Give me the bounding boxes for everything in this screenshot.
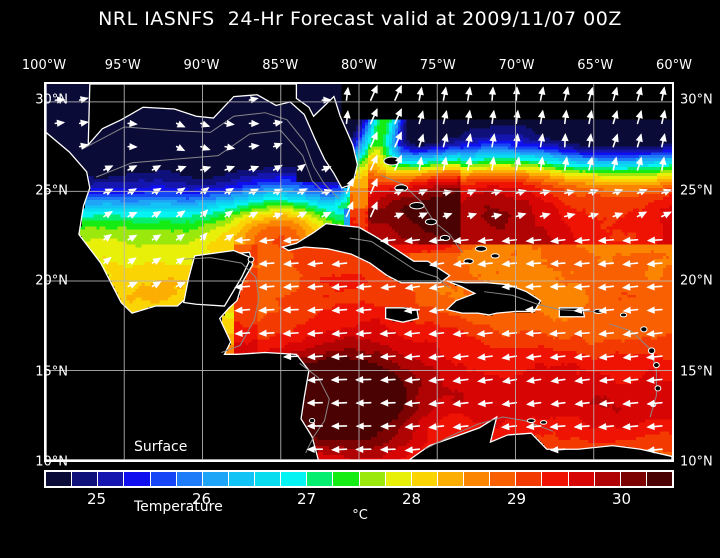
current-vector	[490, 88, 495, 100]
colorbar-blocks[interactable]	[44, 470, 674, 488]
lat-tick-right-15: 15°N	[680, 364, 713, 379]
current-vector	[442, 88, 447, 100]
map-annotation-line1: Surface	[134, 437, 223, 457]
colorbar-block-20	[569, 472, 595, 486]
current-vector	[613, 89, 618, 101]
colorbar-block-15	[438, 472, 464, 486]
current-vector	[371, 87, 377, 101]
colorbar-block-23	[647, 472, 672, 486]
lon-tick--70: 70°W	[499, 58, 535, 73]
current-vector	[637, 88, 642, 100]
lat-tick-left-20: 20°N	[35, 274, 68, 289]
island-15	[527, 419, 535, 423]
current-vector	[661, 88, 666, 100]
colorbar-tick-28: 28	[402, 490, 421, 508]
lon-tick--80: 80°W	[341, 58, 377, 73]
colorbar-block-22	[621, 472, 647, 486]
map-panel[interactable]: Surface Temperature	[44, 82, 674, 462]
colorbar-block-0	[46, 472, 72, 486]
lat-tick-right-10: 10°N	[680, 455, 713, 470]
current-vector	[540, 88, 545, 100]
colorbar-block-1	[72, 472, 98, 486]
colorbar-block-8	[255, 472, 281, 486]
colorbar-block-17	[490, 472, 516, 486]
colorbar-block-13	[386, 472, 412, 486]
current-vector	[514, 88, 519, 100]
colorbar-block-7	[229, 472, 255, 486]
colorbar-block-5	[177, 472, 203, 486]
page-title: NRL IASNFS 24-Hr Forecast valid at 2009/…	[0, 8, 720, 30]
island-7	[491, 254, 499, 258]
lon-tick--65: 65°W	[577, 58, 613, 73]
colorbar-block-2	[98, 472, 124, 486]
colorbar-block-9	[281, 472, 307, 486]
current-vector	[395, 87, 401, 101]
island-13	[655, 386, 661, 391]
colorbar-block-10	[307, 472, 333, 486]
colorbar-block-19	[542, 472, 568, 486]
island-11	[648, 348, 654, 354]
current-vector	[564, 88, 569, 100]
lat-tick-right-25: 25°N	[680, 183, 713, 198]
forecast-map-page: NRL IASNFS 24-Hr Forecast valid at 2009/…	[0, 0, 720, 540]
colorbar-tick-29: 29	[507, 490, 526, 508]
current-vector	[418, 89, 423, 101]
island-10	[641, 327, 647, 332]
island-3	[425, 219, 436, 225]
lat-tick-right-20: 20°N	[680, 274, 713, 289]
colorbar-block-6	[203, 472, 229, 486]
island-17	[248, 257, 254, 262]
island-18	[310, 418, 315, 422]
lon-tick--85: 85°W	[262, 58, 298, 73]
colorbar-unit-label: °C	[0, 508, 720, 523]
lat-tick-left-10: 10°N	[35, 455, 68, 470]
current-vector	[345, 89, 350, 100]
lat-tick-left-15: 15°N	[35, 364, 68, 379]
colorbar-block-18	[516, 472, 542, 486]
lon-tick--90: 90°W	[184, 58, 220, 73]
lon-tick--75: 75°W	[420, 58, 456, 73]
colorbar-block-21	[595, 472, 621, 486]
colorbar-tick-25: 25	[87, 490, 106, 508]
colorbar-block-3	[124, 472, 150, 486]
colorbar-block-14	[412, 472, 438, 486]
colorbar-block-4	[151, 472, 177, 486]
current-vector	[588, 89, 593, 100]
island-6	[475, 246, 486, 251]
lon-tick--95: 95°W	[105, 58, 141, 73]
colorbar[interactable]	[44, 470, 674, 488]
lon-tick--60: 60°W	[656, 58, 692, 73]
current-vector	[467, 88, 472, 100]
colorbar-block-16	[464, 472, 490, 486]
colorbar-tick-26: 26	[192, 490, 211, 508]
lon-tick--100: 100°W	[22, 58, 66, 73]
island-12	[654, 363, 660, 368]
lat-tick-right-30: 30°N	[680, 93, 713, 108]
island-16	[540, 421, 546, 425]
colorbar-block-11	[333, 472, 359, 486]
colorbar-tick-30: 30	[612, 490, 631, 508]
colorbar-block-12	[360, 472, 386, 486]
island-9	[620, 313, 626, 317]
colorbar-tick-27: 27	[297, 490, 316, 508]
lat-tick-left-30: 30°N	[35, 93, 68, 108]
island-2	[410, 203, 424, 209]
lat-tick-left-25: 25°N	[35, 183, 68, 198]
